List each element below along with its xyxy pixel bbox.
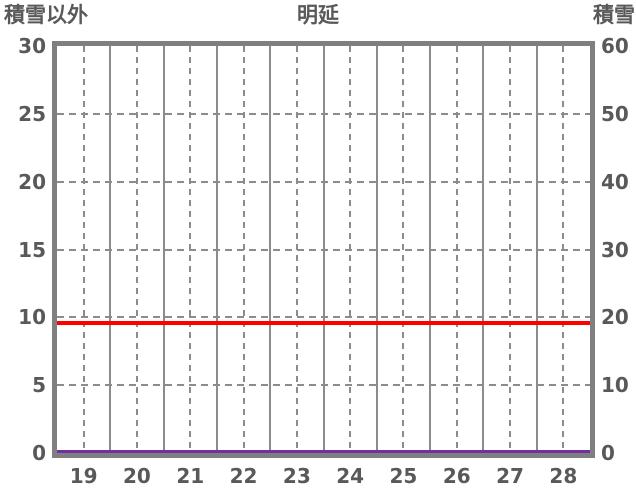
left-axis-title: 積雪以外: [4, 3, 88, 27]
v-gridline-center-28: [562, 46, 565, 453]
v-gridline-boundary-6: [375, 46, 378, 453]
x-tick-27: 27: [496, 464, 524, 488]
chart-title: 明延: [297, 3, 339, 27]
left-tick-0: 0: [32, 441, 46, 465]
v-gridline-center-19: [82, 46, 85, 453]
x-tick-23: 23: [282, 464, 311, 488]
right-tick-0: 0: [601, 441, 615, 465]
v-gridline-center-27: [509, 46, 512, 453]
v-gridline-boundary-4: [269, 46, 272, 453]
series-red-line: [57, 321, 590, 325]
v-gridline-center-23: [295, 46, 298, 453]
v-gridline-boundary-2: [162, 46, 165, 453]
left-tick-25: 25: [18, 101, 46, 126]
right-tick-50: 50: [601, 101, 629, 126]
left-tick-20: 20: [18, 169, 46, 194]
series-lines: [57, 46, 590, 453]
gridlines: [57, 46, 590, 453]
x-tick-19: 19: [69, 464, 98, 488]
right-tick-20: 20: [601, 305, 629, 330]
right-tick-60: 60: [601, 34, 629, 58]
v-gridline-boundary-5: [322, 46, 325, 453]
left-tick-10: 10: [18, 305, 46, 330]
v-gridline-center-25: [402, 46, 405, 453]
series-purple-line: [57, 450, 590, 453]
right-axis-title: 積雪: [593, 3, 635, 27]
plot-area: [52, 41, 595, 458]
v-gridline-boundary-7: [429, 46, 432, 453]
x-tick-20: 20: [123, 464, 151, 488]
left-tick-30: 30: [18, 34, 46, 58]
v-gridline-boundary-1: [109, 46, 112, 453]
x-tick-22: 22: [229, 464, 258, 488]
v-gridline-boundary-9: [535, 46, 538, 453]
x-tick-28: 28: [549, 464, 578, 488]
v-gridline-center-21: [189, 46, 192, 453]
right-tick-10: 10: [601, 373, 629, 398]
left-tick-15: 15: [18, 237, 46, 262]
v-gridline-center-22: [242, 46, 245, 453]
v-gridline-center-20: [135, 46, 138, 453]
left-tick-5: 5: [32, 373, 46, 398]
x-tick-24: 24: [336, 464, 365, 488]
right-tick-40: 40: [601, 169, 629, 194]
right-tick-30: 30: [601, 237, 629, 262]
x-tick-21: 21: [176, 464, 205, 488]
x-tick-25: 25: [389, 464, 418, 488]
v-gridline-boundary-8: [482, 46, 485, 453]
v-gridline-boundary-3: [215, 46, 218, 453]
x-tick-26: 26: [442, 464, 471, 488]
v-gridline-center-24: [349, 46, 352, 453]
v-gridline-center-26: [455, 46, 458, 453]
